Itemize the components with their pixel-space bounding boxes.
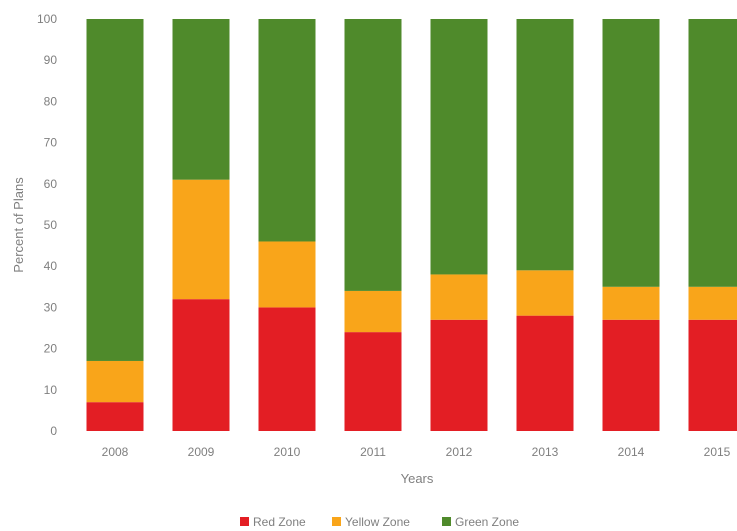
bar-segment-yellow-zone	[172, 179, 230, 300]
bar-segment-green-zone	[516, 19, 574, 271]
legend-label: Yellow Zone	[345, 515, 410, 529]
bar-segment-red-zone	[516, 315, 574, 431]
bar-segment-green-zone	[172, 19, 230, 180]
bar-segment-yellow-zone	[688, 286, 737, 320]
legend-swatch	[442, 517, 451, 526]
x-tick-label: 2014	[618, 445, 645, 459]
bar-segment-green-zone	[344, 19, 402, 291]
x-tick-label: 2008	[102, 445, 129, 459]
bar-segment-green-zone	[688, 19, 737, 287]
y-tick-label: 10	[44, 383, 58, 397]
y-tick-label: 60	[44, 177, 58, 191]
x-tick-label: 2013	[532, 445, 559, 459]
x-tick-label: 2015	[704, 445, 731, 459]
y-tick-label: 20	[44, 342, 58, 356]
y-axis-ticks: 0 10 20 30 40 50 60 70 80 90 100	[37, 12, 57, 438]
y-tick-label: 100	[37, 12, 57, 26]
bars	[86, 19, 737, 431]
bar-segment-yellow-zone	[344, 290, 402, 333]
x-tick-label: 2009	[188, 445, 215, 459]
x-axis-title: Years	[401, 471, 434, 486]
bar-segment-red-zone	[688, 319, 737, 431]
bar-segment-red-zone	[344, 332, 402, 431]
bar-segment-yellow-zone	[430, 274, 488, 320]
bar-segment-green-zone	[258, 19, 316, 242]
x-tick-label: 2012	[446, 445, 473, 459]
y-tick-label: 30	[44, 300, 58, 314]
bar-segment-green-zone	[86, 19, 144, 361]
bar-segment-green-zone	[602, 19, 660, 287]
bar-segment-yellow-zone	[86, 360, 144, 403]
y-tick-label: 90	[44, 53, 58, 67]
bar-segment-red-zone	[430, 319, 488, 431]
bar-segment-yellow-zone	[258, 241, 316, 308]
y-tick-label: 0	[50, 424, 57, 438]
y-tick-label: 50	[44, 218, 58, 232]
legend-swatch	[240, 517, 249, 526]
bar-segment-red-zone	[86, 402, 144, 431]
bar-segment-red-zone	[172, 299, 230, 431]
y-axis-title: Percent of Plans	[11, 177, 26, 273]
legend-label: Green Zone	[455, 515, 519, 529]
bar-segment-red-zone	[602, 319, 660, 431]
bar-segment-red-zone	[258, 307, 316, 431]
bar-segment-yellow-zone	[516, 270, 574, 316]
bar-segment-green-zone	[430, 19, 488, 275]
bar-segment-yellow-zone	[602, 286, 660, 320]
y-tick-label: 80	[44, 94, 58, 108]
y-tick-label: 40	[44, 259, 58, 273]
legend-label: Red Zone	[253, 515, 306, 529]
y-tick-label: 70	[44, 136, 58, 150]
x-tick-label: 2011	[360, 445, 386, 459]
legend: Red Zone Yellow Zone Green Zone	[240, 515, 519, 529]
x-axis-ticks: 2008 2009 2010 2011 2012 2013 2014 2015	[102, 445, 731, 459]
x-tick-label: 2010	[274, 445, 301, 459]
legend-swatch	[332, 517, 341, 526]
